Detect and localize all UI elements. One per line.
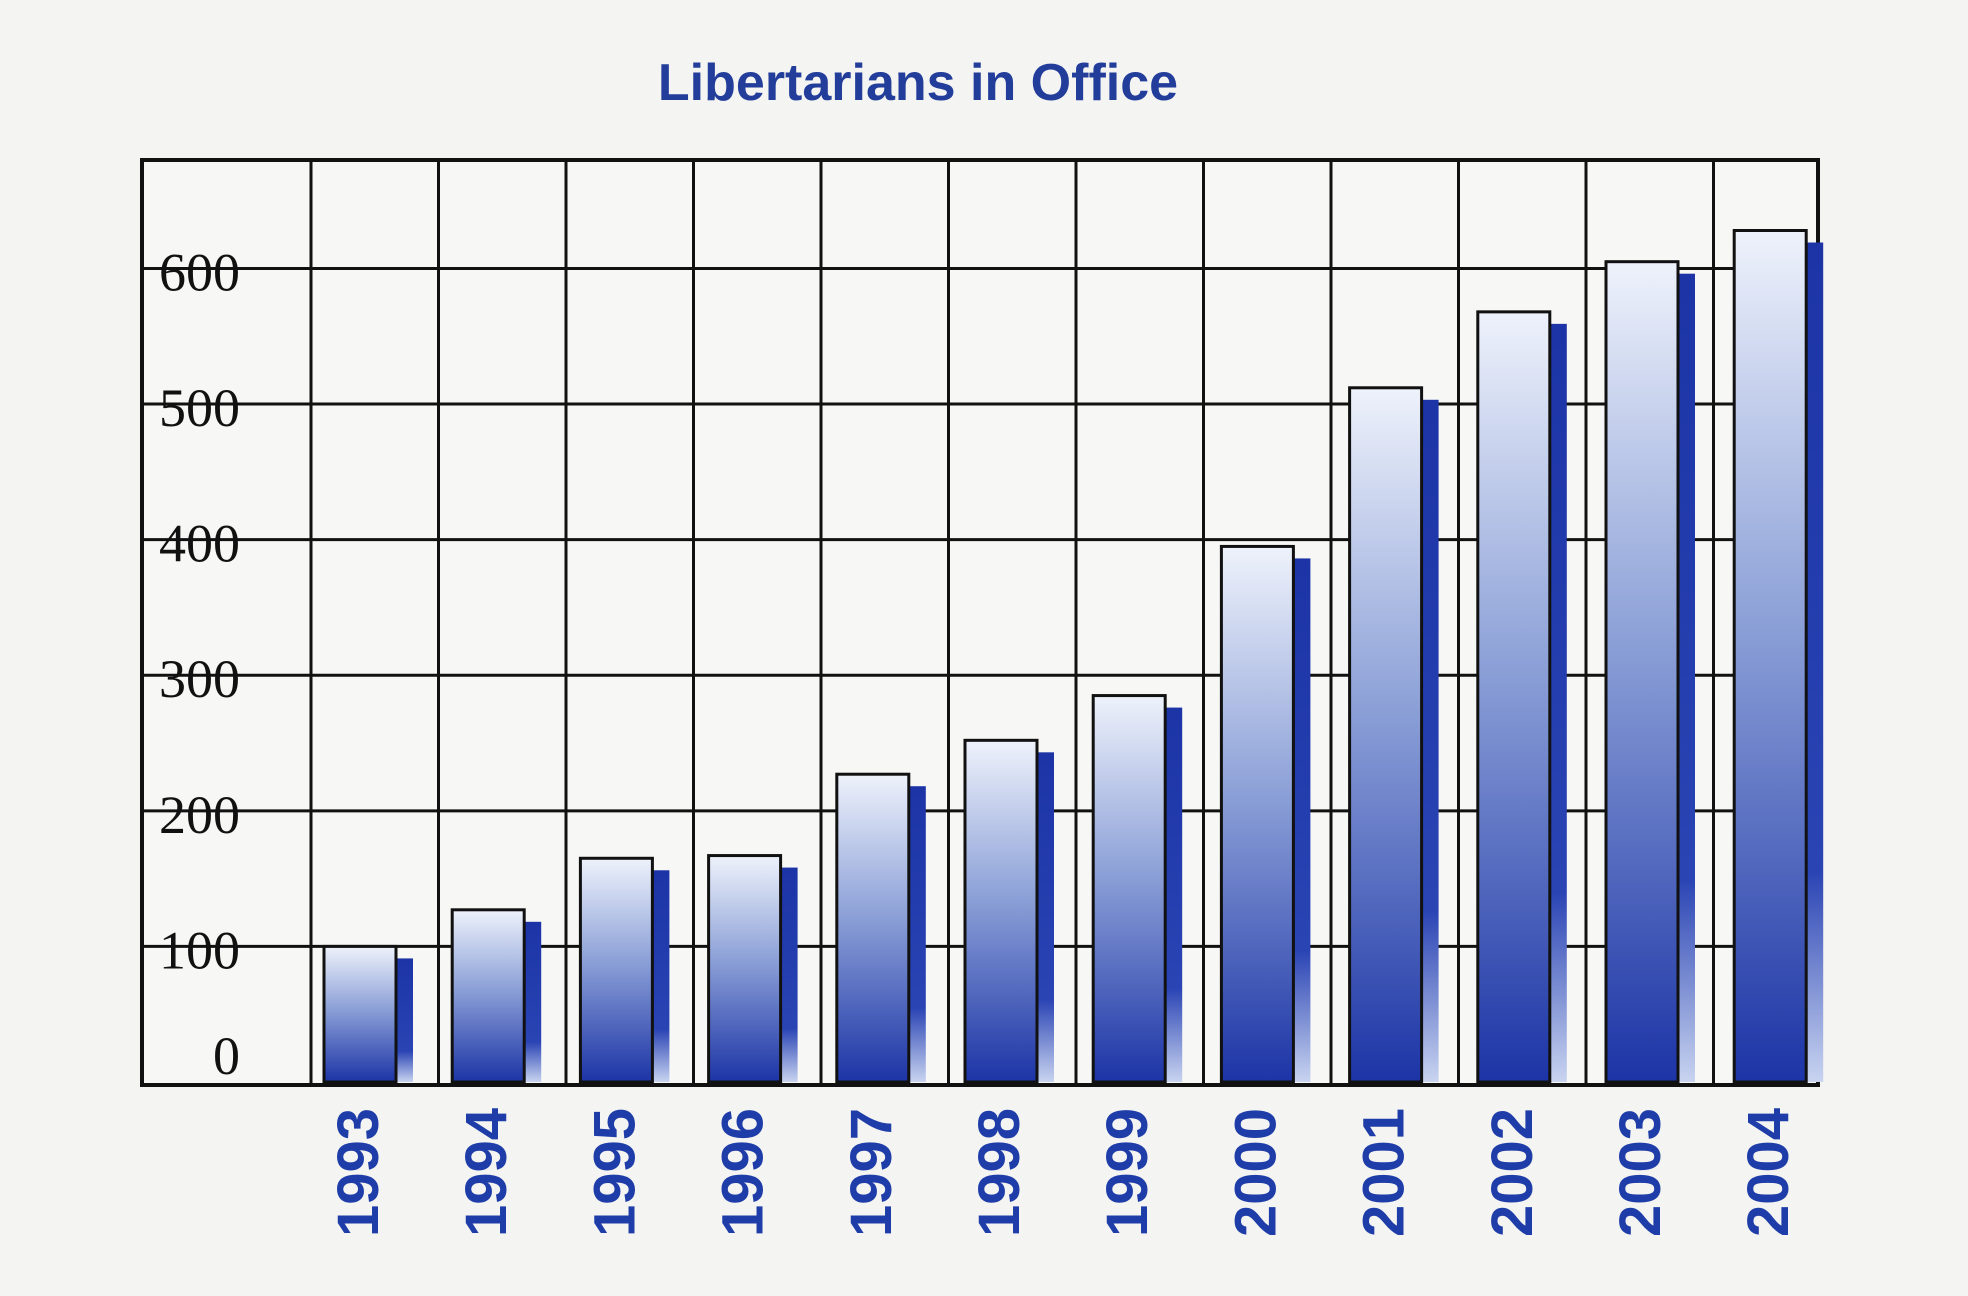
bar-2000	[1219, 544, 1295, 1084]
x-tick-label-1999: 1999	[1095, 1108, 1160, 1237]
bar-shadow-2001	[1421, 399, 1439, 1083]
x-tick-label-2001: 2001	[1352, 1108, 1417, 1237]
bar-2002	[1476, 310, 1552, 1084]
bar-2001	[1348, 386, 1424, 1084]
bar-1995	[578, 856, 654, 1084]
x-tick-label-1995: 1995	[582, 1108, 647, 1237]
bar-1997	[835, 772, 911, 1084]
x-tick-label-1996: 1996	[711, 1108, 776, 1237]
x-tick-label-1998: 1998	[967, 1108, 1032, 1237]
y-tick-label-400: 400	[159, 514, 240, 574]
bar-shadow-2003	[1678, 273, 1695, 1082]
x-tick-label-1994: 1994	[454, 1108, 519, 1237]
x-tick-label-1997: 1997	[839, 1108, 904, 1237]
x-tick-label-2003: 2003	[1608, 1108, 1673, 1237]
bar-shadow-2004	[1806, 242, 1824, 1083]
y-tick-label-600: 600	[159, 242, 240, 302]
bar-shadow-2000	[1293, 558, 1311, 1082]
y-tick-label-300: 300	[159, 649, 240, 709]
bar-1996	[707, 854, 783, 1084]
y-tick-label-200: 200	[159, 785, 240, 845]
bar-1998	[963, 738, 1039, 1084]
bar-shadow-1999	[1165, 707, 1183, 1082]
x-tick-label-2000: 2000	[1223, 1108, 1288, 1237]
x-tick-label-2002: 2002	[1480, 1108, 1545, 1237]
y-tick-label-100: 100	[159, 920, 240, 980]
y-tick-label-500: 500	[159, 378, 240, 438]
bar-2003	[1604, 260, 1680, 1084]
bar-shadow-1996	[780, 867, 798, 1082]
y-tick-label-0: 0	[213, 1026, 240, 1086]
bar-shadow-1994	[524, 921, 542, 1082]
bar-1999	[1091, 694, 1167, 1084]
bar-shadow-2002	[1549, 323, 1567, 1082]
x-tick-label-1993: 1993	[326, 1108, 391, 1237]
bar-1994	[450, 908, 526, 1084]
chart-title: Libertarians in Office	[658, 54, 1178, 112]
bar-shadow-1997	[908, 786, 926, 1082]
x-tick-label-2004: 2004	[1736, 1108, 1801, 1237]
bar-2004	[1732, 229, 1808, 1084]
plot-area: 0 100 200 300 400 500 600 1993 1994 1995 1996 1997 1…	[140, 158, 1824, 1237]
bar-1993	[322, 944, 398, 1084]
bar-shadow-1993	[396, 958, 413, 1082]
bar-shadow-1995	[652, 870, 670, 1082]
bar-shadow-1998	[1037, 752, 1054, 1082]
